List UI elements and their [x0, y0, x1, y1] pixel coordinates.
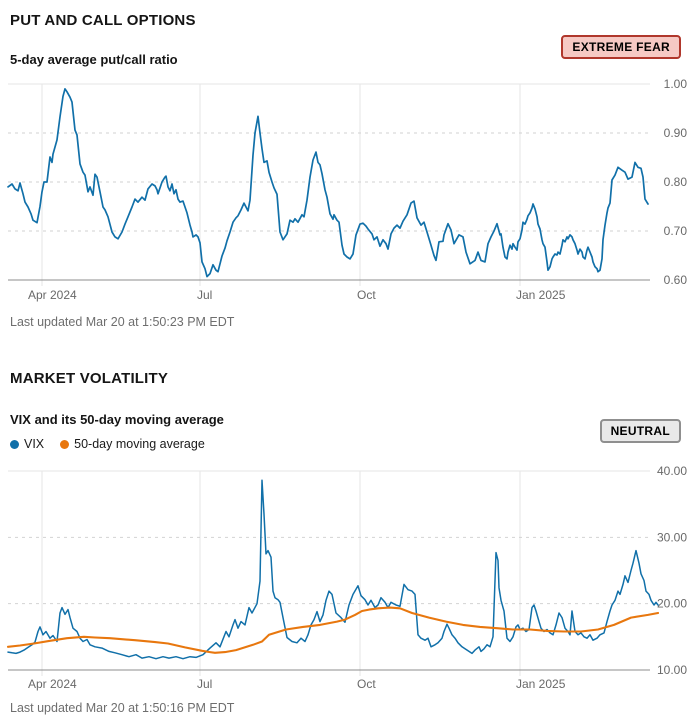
y-tick-label: 40.00	[657, 464, 687, 478]
moving-average-series-dot-icon	[60, 439, 70, 449]
y-tick-label: 30.00	[657, 530, 687, 544]
x-tick-label: Apr 2024	[28, 288, 77, 302]
x-tick-label: Jan 2025	[516, 677, 566, 691]
chart-subtitle-put-call: 5-day average put/call ratio	[10, 52, 178, 67]
x-tick-label: Jan 2025	[516, 288, 566, 302]
x-tick-label: Jul	[197, 288, 212, 302]
market-volatility-section: MARKET VOLATILITY NEUTRAL VIX and its 50…	[0, 370, 690, 716]
legend-item-moving-average: 50-day moving average	[60, 437, 205, 451]
last-updated-volatility: Last updated Mar 20 at 1:50:16 PM EDT	[10, 701, 235, 715]
x-tick-label: Jul	[197, 677, 212, 691]
series-line-50-day-moving-average	[6, 606, 660, 654]
x-tick-label: Apr 2024	[28, 677, 77, 691]
y-tick-label: 0.70	[664, 224, 688, 238]
y-tick-label: 0.60	[664, 273, 688, 287]
y-tick-label: 20.00	[657, 597, 687, 611]
last-updated-put-call: Last updated Mar 20 at 1:50:23 PM EDT	[10, 315, 235, 329]
vix-series-dot-icon	[10, 439, 19, 449]
x-tick-label: Oct	[357, 288, 376, 302]
y-tick-label: 10.00	[657, 663, 687, 677]
y-tick-label: 0.90	[664, 126, 688, 140]
chart-subtitle-volatility: VIX and its 50-day moving average	[10, 412, 224, 427]
series-line-vix	[7, 479, 659, 660]
y-tick-label: 0.80	[664, 175, 688, 189]
status-badge-extreme-fear: EXTREME FEAR	[561, 35, 681, 59]
series-line-5-day-average-put-call-ratio	[7, 88, 649, 278]
section-title-volatility: MARKET VOLATILITY	[10, 370, 169, 387]
legend-item-vix: VIX	[10, 437, 44, 451]
status-badge-neutral: NEUTRAL	[599, 419, 681, 443]
chart-legend: VIX 50-day moving average	[10, 437, 690, 451]
x-tick-label: Oct	[357, 677, 376, 691]
section-title-put-call: PUT AND CALL OPTIONS	[10, 12, 196, 29]
y-tick-label: 1.00	[664, 77, 688, 91]
put-call-ratio-chart[interactable]: Apr 2024 Jul Oct Jan 2025 1.00 0.90 0.80 0.70 0.…	[0, 77, 690, 302]
legend-label-vix: VIX	[24, 437, 45, 451]
vix-chart[interactable]: Apr 2024 Jul Oct Jan 2025 40.00 30.00 20.00 10.…	[0, 460, 690, 695]
put-call-options-section: PUT AND CALL OPTIONS EXTREME FEAR 5-day …	[0, 0, 690, 330]
legend-label-moving-average: 50-day moving average	[74, 437, 205, 451]
